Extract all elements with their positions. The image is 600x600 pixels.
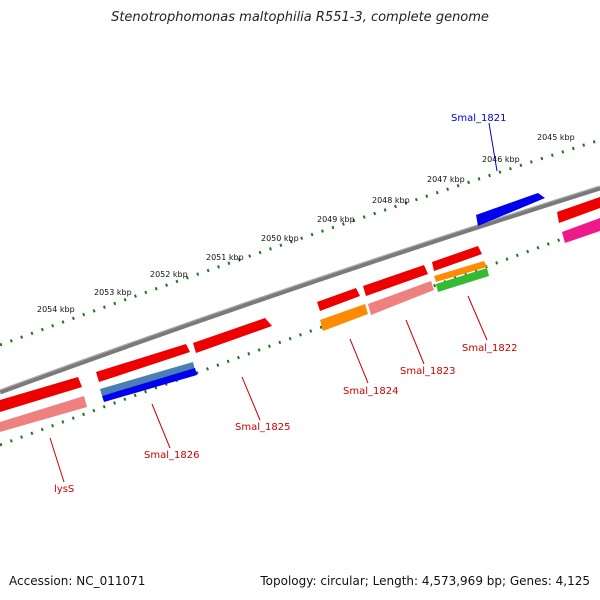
genome-backbone-highlight — [0, 185, 600, 391]
outer-tick-ring — [0, 138, 600, 347]
forward-genes — [0, 193, 600, 412]
genome-backbone — [0, 185, 600, 395]
scale-label: 2051 kbp — [206, 253, 244, 262]
inner-tick-ring — [0, 223, 600, 447]
gene-arrow-rev — [436, 268, 489, 292]
scale-label: 2046 kbp — [482, 155, 520, 164]
map-title: Stenotrophomonas maltophilia R551-3, com… — [111, 10, 489, 25]
gene-label-smal-1825: Smal_1825 — [235, 422, 290, 433]
gene-label-smal-1824: Smal_1824 — [343, 386, 398, 397]
gene-arrow-fwd — [317, 288, 360, 311]
gene-arrow-fwd — [96, 344, 190, 382]
scale-label: 2050 kbp — [261, 234, 299, 243]
gene-arrow-rev — [0, 396, 87, 432]
gene-label-smal-1826: Smal_1826 — [144, 450, 199, 461]
scale-label: 2053 kbp — [94, 288, 132, 297]
gene-label-smal-1823: Smal_1823 — [400, 366, 455, 377]
gene-label-lyss: lysS — [54, 484, 74, 495]
scale-labels: 2045 kbp 2046 kbp 2047 kbp 2048 kbp 2049… — [37, 133, 575, 314]
gene-arrow-rev — [100, 362, 195, 396]
genome-summary-text: Topology: circular; Length: 4,573,969 bp… — [260, 574, 590, 588]
gene-labels: Smal_1821 Smal_1822 Smal_1823 Smal_1824 … — [54, 113, 517, 495]
gene-label-smal-1822: Smal_1822 — [462, 343, 517, 354]
scale-label: 2045 kbp — [537, 133, 575, 142]
label-connectors — [49, 122, 498, 483]
gene-arrow-fwd — [193, 318, 272, 353]
scale-label: 2048 kbp — [372, 196, 410, 205]
gene-arrow-rev — [434, 261, 487, 282]
gene-label-smal-1821: Smal_1821 — [451, 113, 506, 124]
accession-text: Accession: NC_011071 — [9, 574, 146, 588]
scale-label: 2054 kbp — [37, 305, 75, 314]
scale-label: 2052 kbp — [150, 270, 188, 279]
scale-label: 2047 kbp — [427, 175, 465, 184]
reverse-genes — [0, 218, 600, 432]
gene-arrow-smal-1821 — [476, 193, 545, 226]
gene-arrow-rev — [562, 218, 600, 243]
gene-arrow-rev — [320, 304, 368, 331]
scale-label: 2049 kbp — [317, 215, 355, 224]
gene-arrow-fwd — [363, 265, 428, 296]
gene-arrow-fwd — [432, 246, 482, 271]
gene-arrow-fwd — [0, 377, 82, 412]
gene-arrow-fwd — [557, 197, 600, 223]
gene-arrow-rev — [368, 281, 434, 315]
gene-arrow-rev — [102, 368, 197, 402]
